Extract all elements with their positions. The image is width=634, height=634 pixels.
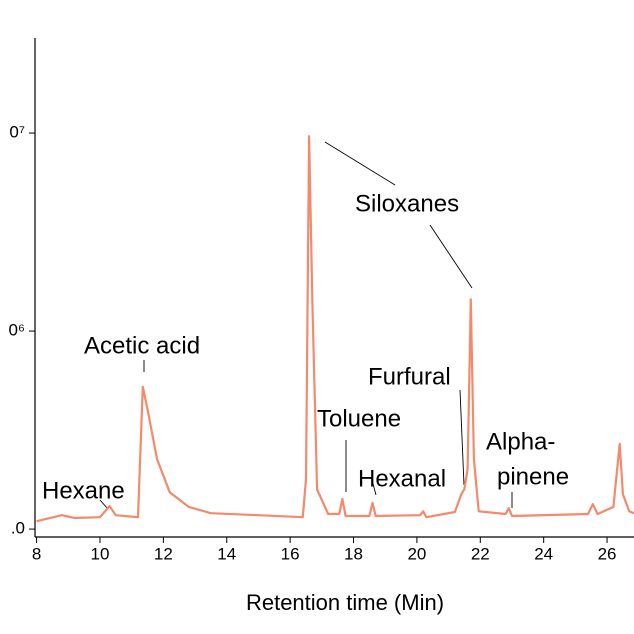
x-tick-label: 18 <box>344 544 363 563</box>
x-tick-label: 26 <box>598 544 617 563</box>
leader <box>371 479 377 496</box>
leader <box>324 141 396 186</box>
peak-label: pinene <box>497 463 569 490</box>
y-tick-label: 0⁷ <box>9 123 25 142</box>
x-tick-label: 16 <box>281 544 300 563</box>
leader <box>99 499 108 509</box>
leader <box>429 224 473 289</box>
x-tick-label: 24 <box>534 544 553 563</box>
x-tick-label: 10 <box>91 544 110 563</box>
y-tick-label: 0⁶ <box>9 321 25 340</box>
chromatogram-line <box>36 135 634 523</box>
x-axis-title: Retention time (Min) <box>246 590 444 615</box>
peak-label: Hexane <box>42 477 125 504</box>
peak-label: Furfural <box>368 363 451 390</box>
peak-label: Alpha- <box>486 428 555 455</box>
peak-label: Hexanal <box>358 465 446 492</box>
leader-lines <box>99 141 513 509</box>
peak-label: Acetic acid <box>84 332 200 359</box>
y-tick-label: .0 <box>11 519 25 538</box>
x-tick-label: 8 <box>32 544 41 563</box>
x-tick-label: 20 <box>407 544 426 563</box>
x-tick-label: 22 <box>471 544 490 563</box>
peak-label: Toluene <box>317 405 401 432</box>
x-tick-label: 14 <box>217 544 236 563</box>
leader <box>459 389 465 486</box>
peak-label: Siloxanes <box>355 190 459 217</box>
x-tick-label: 12 <box>154 544 173 563</box>
